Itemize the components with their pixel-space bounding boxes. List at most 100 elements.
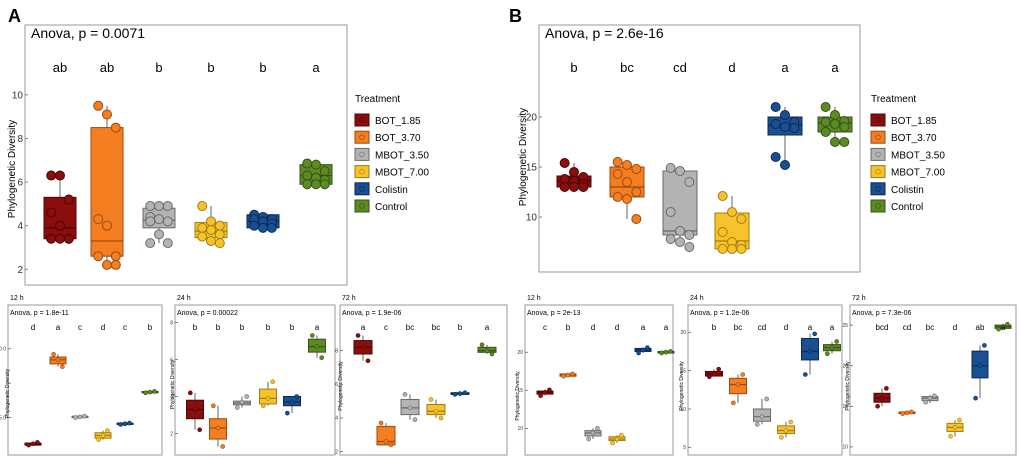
box-control: a (657, 323, 675, 356)
box-bot-1-85: b (705, 323, 723, 380)
data-point (154, 201, 164, 212)
significance-letter: b (712, 323, 717, 332)
data-point (875, 403, 880, 409)
data-point (197, 231, 208, 242)
chart-a-72h: 72 h Anova, p = 1.9e-06 Phylogenetic Diver… (335, 295, 508, 456)
data-point (834, 339, 839, 344)
data-point (659, 350, 664, 356)
data-point (388, 442, 394, 448)
significance-letter: bc (926, 323, 934, 332)
data-point (595, 426, 600, 431)
significance-letter: d (591, 323, 595, 332)
y-axis-label: Phylogenetic Diversity (515, 371, 521, 421)
significance-letter: a (830, 323, 835, 332)
legend-a: Treatment BOT_1.85 BOT_3.70 MBOT_3.50 MBOT_7… (354, 94, 429, 213)
data-point (665, 207, 676, 217)
significance-letter: bc (406, 323, 414, 332)
panel-subtitle: 24 h (177, 295, 191, 302)
y-tick-label: 6 (170, 357, 173, 363)
data-point (479, 342, 485, 348)
data-point (143, 390, 148, 396)
data-point (145, 216, 156, 227)
data-point (830, 137, 840, 147)
legend-swatch-dot (875, 203, 881, 209)
panel-subtitle: 72 h (342, 295, 356, 302)
box-control: a (477, 323, 497, 357)
data-point (93, 251, 104, 262)
data-point (100, 433, 106, 438)
data-point (830, 119, 840, 129)
data-point (55, 357, 61, 363)
legend-label: BOT_3.70 (891, 133, 937, 144)
box-control: a (994, 322, 1012, 332)
data-point (807, 349, 813, 354)
y-tick-label: 4 (17, 221, 23, 232)
significance-letter: b (207, 60, 214, 75)
data-point (1000, 324, 1006, 330)
data-point (73, 415, 78, 420)
plot-frame (339, 304, 508, 456)
plot-frame (849, 304, 1017, 456)
data-point (265, 396, 271, 401)
significance-letter: b (266, 323, 271, 332)
data-point (197, 427, 202, 433)
significance-letter: b (240, 323, 245, 332)
data-point (780, 122, 790, 132)
data-point (707, 374, 712, 380)
plot-frame (687, 304, 843, 456)
data-point (565, 372, 571, 378)
box-bot-3-70: ab (90, 60, 124, 270)
data-point (839, 137, 850, 147)
data-point (214, 220, 225, 231)
box-control: a (823, 323, 841, 357)
significance-letter: a (312, 60, 320, 75)
data-point (211, 403, 216, 409)
significance-letter: d (101, 323, 105, 332)
data-point (538, 393, 543, 398)
data-point (645, 345, 650, 350)
legend-swatch-dot (359, 168, 365, 175)
plot-frame (7, 304, 163, 456)
data-point (717, 191, 728, 201)
significance-letter: b (155, 60, 162, 75)
box-mbot-3-50: cd (753, 323, 771, 427)
y-tick-label: 20 (842, 363, 848, 369)
data-point (740, 372, 745, 377)
significance-letter: b (570, 60, 577, 75)
anova-title: Anova, p = 2e-13 (527, 310, 581, 317)
panel-subtitle: 12 h (527, 295, 541, 302)
data-point (614, 436, 620, 442)
significance-letter: a (361, 323, 366, 332)
data-point (830, 110, 840, 120)
data-point (452, 392, 458, 397)
y-tick-label: 10 (680, 407, 686, 413)
data-point (302, 158, 313, 169)
data-point (365, 358, 371, 364)
box-bot-1-85: bcd (873, 323, 891, 409)
data-point (884, 386, 889, 391)
y-tick-label: 8 (170, 320, 173, 326)
data-point (197, 222, 208, 233)
legend-swatch-dot (875, 168, 881, 175)
data-point (909, 409, 914, 415)
data-point (622, 177, 632, 187)
box-body (90, 127, 124, 257)
anova-title: Anova, p = 7.3e-06 (852, 310, 911, 317)
box-mbot-7-00: b (259, 323, 277, 409)
panel-label-b: B (509, 6, 522, 26)
data-point (788, 419, 793, 425)
data-point (314, 344, 320, 349)
y-tick-label: 8 (17, 134, 23, 145)
data-point (663, 349, 669, 355)
box-mbot-7-00: d (777, 323, 795, 440)
y-tick-label: 6 (17, 178, 23, 189)
chart-b-72h: 72 h Anova, p = 7.3e-06 Phylogenetic Diver… (842, 295, 1017, 456)
data-point (46, 233, 57, 244)
box-control: a (308, 323, 326, 360)
box-colistin: ab (971, 323, 989, 401)
box-control: b (141, 323, 159, 396)
y-tick-label: 10 (526, 213, 538, 224)
data-point (311, 179, 321, 190)
data-point (783, 428, 789, 433)
anova-title: Anova, p = 0.00022 (177, 310, 238, 317)
